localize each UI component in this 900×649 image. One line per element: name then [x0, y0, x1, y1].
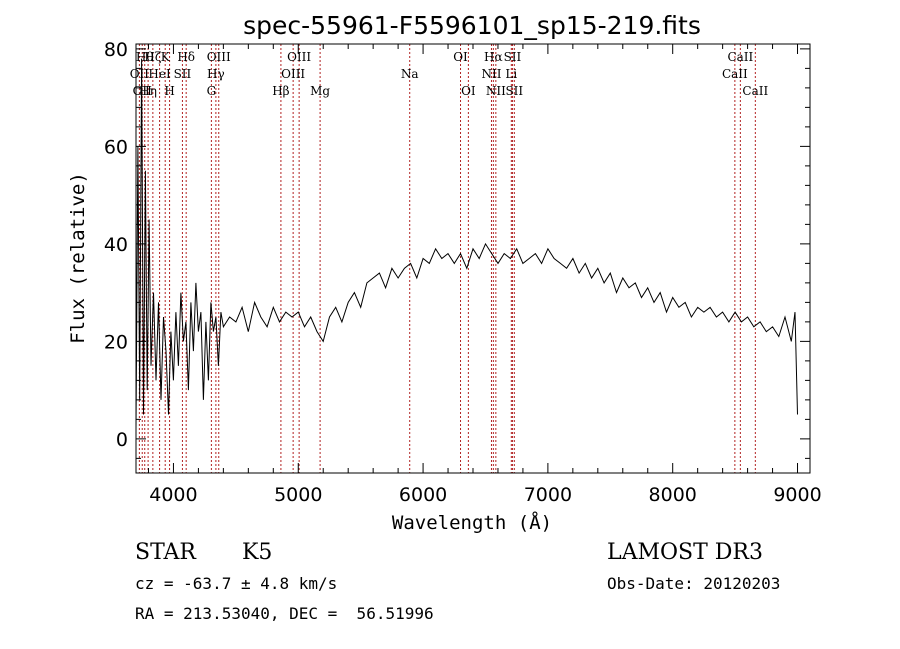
object-subclass: K5	[242, 540, 273, 565]
line-marker-label: G	[207, 84, 217, 98]
line-marker-label: Na	[401, 67, 419, 81]
x-tick-label: 7000	[524, 484, 572, 506]
line-marker-label: OI	[453, 50, 468, 64]
line-marker-label: OI	[461, 84, 476, 98]
line-marker-label: H	[164, 84, 174, 98]
line-marker-label: OIII	[287, 50, 311, 64]
y-tick-labels: 0 20 40 60 80	[104, 39, 128, 451]
x-tick-label: 9000	[773, 484, 821, 506]
line-marker-label: SII	[174, 67, 192, 81]
chart-title: spec-55961-F5596101_sp15-219.fits	[243, 11, 701, 40]
x-axis-label: Wavelength (Å)	[392, 511, 552, 534]
line-marker-label: CaII	[722, 67, 748, 81]
line-marker-label: NII	[486, 84, 506, 98]
line-marker-label: Hη	[139, 84, 157, 98]
line-marker-label: Hθ	[136, 50, 154, 64]
line-marker-label: Hβ	[272, 84, 289, 98]
line-marker-label: OII	[133, 84, 153, 98]
x-tick-label: 6000	[399, 484, 447, 506]
sky-coordinates: RA = 213.53040, DEC = 56.51996	[135, 604, 434, 623]
y-tick-label: 40	[104, 234, 128, 256]
x-tick-labels: 4000 5000 6000 7000 8000 9000	[149, 484, 821, 506]
line-marker-label: Hζ	[144, 50, 161, 64]
line-marker-label: CaII	[742, 84, 768, 98]
line-marker-label: SII	[505, 84, 523, 98]
line-marker-label: Hγ	[207, 67, 225, 81]
object-class: STAR	[135, 540, 196, 565]
line-marker-label: OII	[130, 67, 150, 81]
line-marker-label: SII	[504, 50, 522, 64]
spectrum-series	[135, 58, 798, 430]
redshift-velocity: cz = -63.7 ± 4.8 km/s	[135, 574, 338, 593]
x-tick-label: 4000	[149, 484, 197, 506]
line-marker-label: OIII	[207, 50, 231, 64]
line-marker-label: K	[161, 50, 171, 64]
line-marker-label: NII	[481, 67, 501, 81]
x-tick-label: 8000	[649, 484, 697, 506]
line-marker-label: OIII	[281, 67, 305, 81]
line-marker-label: Mg	[310, 84, 330, 98]
line-marker-label: Li	[505, 67, 517, 81]
y-tick-label: 0	[116, 429, 128, 451]
line-marker-label: HeI	[148, 67, 171, 81]
observation-date: Obs-Date: 20120203	[607, 574, 781, 593]
emission-line-labels: OIIOIIHθHηHζHeIKHSIIHδGHγOIIIHβOIIIOIIIM…	[130, 50, 769, 98]
y-tick-label: 60	[104, 136, 128, 158]
y-tick-label: 80	[104, 39, 128, 61]
emission-line-markers	[138, 44, 756, 473]
spectrum-line	[135, 58, 798, 430]
axis-ticks	[136, 44, 810, 473]
line-marker-label: CaII	[727, 50, 753, 64]
survey-name: LAMOST DR3	[607, 540, 763, 565]
line-marker-label: Hδ	[177, 50, 195, 64]
plot-frame	[135, 43, 811, 474]
line-marker-label: Hα	[484, 50, 503, 64]
x-tick-label: 5000	[274, 484, 322, 506]
y-tick-label: 20	[104, 331, 128, 353]
y-axis-label: Flux (relative)	[67, 172, 89, 344]
